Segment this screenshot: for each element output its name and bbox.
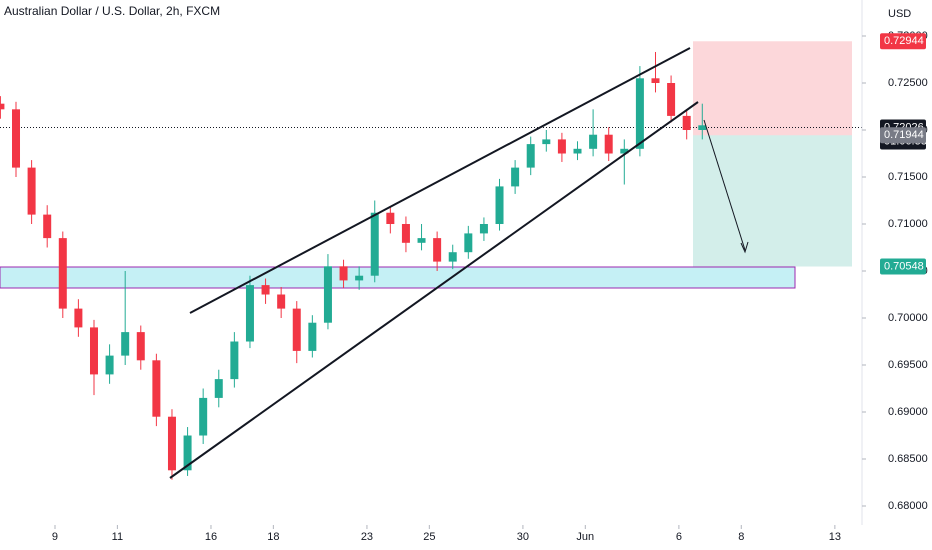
- candle-body: [589, 134, 598, 149]
- candle-body: [433, 238, 442, 262]
- x-tick-label: 11: [112, 531, 123, 543]
- x-tick-label: 8: [738, 531, 744, 543]
- candle-body: [542, 139, 551, 145]
- candles: [0, 51, 707, 480]
- candle-body: [152, 360, 161, 417]
- candle-body: [12, 109, 21, 168]
- arrow-head: [740, 241, 749, 254]
- candle-body: [323, 266, 332, 323]
- target-zone: [693, 135, 852, 267]
- candle-body: [230, 341, 239, 380]
- candle-body: [58, 238, 67, 309]
- candle-body: [667, 83, 676, 116]
- upper-trendline: [189, 47, 691, 314]
- y-tick-label: 0.70000: [888, 312, 928, 324]
- candle-body: [245, 285, 254, 342]
- support-zone: [0, 266, 796, 289]
- candle-body: [464, 233, 473, 253]
- candle-body: [511, 167, 520, 187]
- candle-body: [43, 214, 52, 239]
- price-label: 0.71944: [884, 129, 924, 141]
- candle-body: [74, 308, 83, 328]
- candle-body: [573, 148, 582, 154]
- candle-body: [604, 134, 613, 154]
- y-tick-label: 0.72500: [888, 77, 928, 89]
- candle-body: [682, 115, 691, 131]
- candle-body: [401, 224, 410, 243]
- candle-body: [370, 212, 379, 276]
- x-tick-label: 13: [829, 531, 841, 543]
- candle-body: [199, 397, 208, 436]
- candle-body: [339, 266, 348, 281]
- candle-body: [136, 332, 145, 361]
- candle-body: [183, 435, 192, 471]
- candle-body: [651, 78, 660, 84]
- x-tick-label: Jun: [576, 531, 594, 543]
- price-label-bg: [880, 33, 926, 50]
- candle-body: [355, 275, 364, 281]
- y-tick-label: 0.69000: [888, 406, 928, 418]
- x-tick-label: 25: [423, 531, 435, 543]
- candle-body: [526, 144, 535, 168]
- lower-trendline: [169, 101, 699, 479]
- y-tick-label: 0.71000: [888, 218, 928, 230]
- candle-body: [557, 139, 566, 154]
- price-label-bg: [880, 127, 926, 144]
- x-tick-label: 23: [361, 531, 373, 543]
- candle-body: [698, 125, 707, 131]
- y-tick-label: 0.68000: [888, 500, 928, 512]
- candle-body: [214, 379, 223, 398]
- candle-body: [105, 355, 114, 375]
- y-tick-label: 0.68500: [888, 453, 928, 465]
- candle-body: [495, 186, 504, 225]
- x-tick-label: 18: [267, 531, 279, 543]
- candle-body: [27, 167, 36, 215]
- price-label-bg: [880, 258, 926, 275]
- candle-body: [0, 103, 5, 110]
- candle-body: [479, 224, 488, 234]
- price-label: 0.72944: [884, 35, 924, 47]
- candle-body: [89, 327, 98, 375]
- candle-body: [167, 416, 176, 471]
- stop-zone: [693, 41, 852, 136]
- projection-arrow: [703, 119, 746, 251]
- x-tick-label: 9: [52, 531, 58, 543]
- candle-body: [386, 212, 395, 225]
- y-tick-label: 0.69500: [888, 359, 928, 371]
- position-tool: [0, 41, 862, 267]
- candle-body: [448, 252, 457, 262]
- y-tick-label: 0.71500: [888, 171, 928, 183]
- candle-body: [261, 285, 270, 295]
- candle-body: [620, 148, 629, 154]
- candle-body: [308, 322, 317, 351]
- candle-body: [277, 294, 286, 309]
- currency: USD: [888, 8, 911, 20]
- price-label: 0.70548: [884, 260, 924, 272]
- x-tick-label: 16: [205, 531, 217, 543]
- candle-body: [292, 308, 301, 351]
- x-tick-label: 6: [676, 531, 682, 543]
- candle-body: [635, 78, 644, 149]
- candle-body: [121, 332, 130, 356]
- candle-body: [417, 238, 426, 243]
- x-tick-label: 30: [517, 531, 529, 543]
- chart-title: Australian Dollar / U.S. Dollar, 2h, FXC…: [4, 4, 220, 18]
